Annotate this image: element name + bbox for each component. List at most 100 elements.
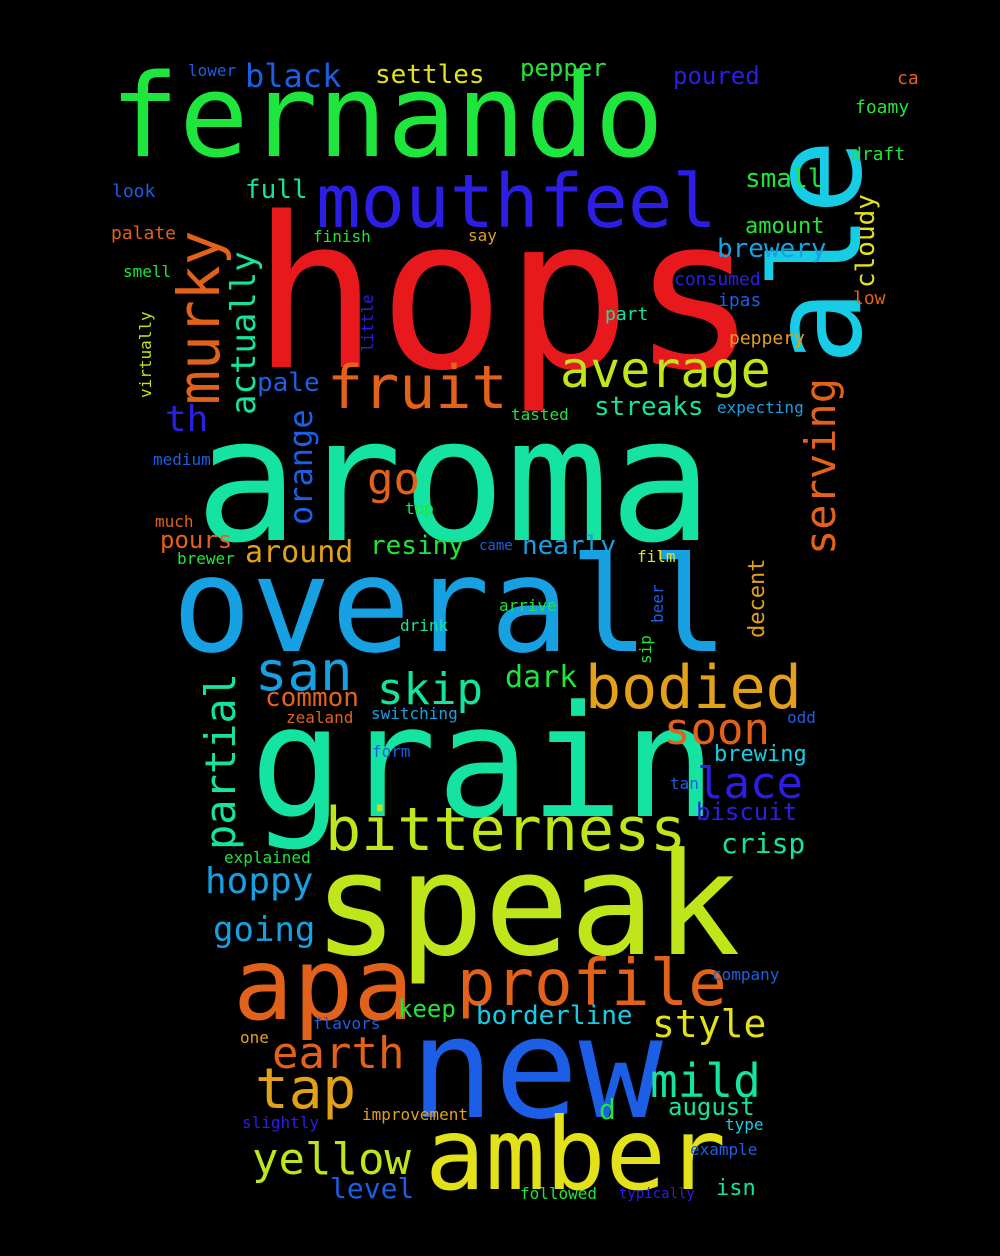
word-black: black: [245, 57, 342, 95]
word-beer: beer: [648, 584, 667, 623]
word-actually: actually: [224, 251, 264, 415]
word-speak: speak: [313, 823, 741, 988]
word-one: one: [240, 1028, 269, 1047]
word-isn: isn: [716, 1176, 756, 1201]
word-peppery: peppery: [729, 328, 805, 349]
word-earth: earth: [272, 1028, 405, 1079]
word-lace: lace: [697, 758, 803, 809]
word-apa: apa: [233, 926, 414, 1043]
word-tap: tap: [255, 1057, 357, 1122]
word-look: look: [112, 181, 156, 202]
word-common: common: [265, 683, 359, 713]
word-average: average: [560, 341, 771, 399]
word-little: little: [358, 294, 377, 352]
word-hops: hops: [252, 172, 758, 417]
word-borderline: borderline: [476, 1001, 633, 1031]
word-cloudy: cloudy: [851, 194, 881, 288]
word-palate: palate: [111, 223, 177, 244]
word-slightly: slightly: [242, 1113, 320, 1132]
word-soon: soon: [664, 704, 770, 755]
word-draft: draft: [851, 144, 906, 165]
word-came: came: [479, 538, 513, 554]
word-fruit: fruit: [327, 353, 508, 423]
word-arrive: arrive: [499, 596, 557, 615]
word-explained: explained: [224, 848, 311, 867]
word-tasted: tasted: [511, 405, 569, 424]
word-nearly: nearly: [522, 531, 616, 561]
word-typically: typically: [619, 1186, 695, 1202]
word-switching: switching: [371, 704, 458, 723]
word-virtually: virtually: [136, 311, 155, 398]
word-zealand: zealand: [286, 708, 354, 727]
word-part: part: [605, 304, 649, 325]
word-settles: settles: [375, 60, 485, 90]
word-lower: lower: [188, 61, 237, 80]
word-full: full: [245, 175, 308, 205]
word-foamy: foamy: [855, 97, 910, 118]
word-type: type: [725, 1115, 764, 1134]
word-style: style: [652, 1002, 767, 1046]
word-ipas: ipas: [718, 290, 762, 311]
word-bodied: bodied: [585, 653, 802, 723]
word-poured: poured: [673, 62, 760, 90]
word-orange: orange: [282, 409, 320, 525]
word-august: august: [668, 1093, 755, 1121]
word-low: low: [853, 288, 886, 309]
word-brewer: brewer: [177, 549, 235, 568]
word-expecting: expecting: [717, 398, 804, 417]
word-smell: smell: [123, 262, 172, 281]
word-example: example: [690, 1140, 758, 1159]
word-keep: keep: [398, 995, 456, 1023]
word-bitterness: bitterness: [325, 795, 687, 865]
word-much: much: [155, 512, 194, 531]
word-pepper: pepper: [520, 54, 607, 82]
word-sip: sip: [636, 635, 655, 664]
word-go: go: [367, 454, 420, 505]
word-small: small: [745, 164, 824, 194]
word-aroma: aroma: [195, 380, 713, 581]
word-fernando: fernando: [110, 50, 664, 184]
word-finish: finish: [313, 227, 371, 246]
word-biscuit: biscuit: [696, 798, 798, 826]
word-consumed: consumed: [674, 269, 761, 290]
word-pours: pours: [160, 526, 233, 554]
word-medium: medium: [153, 450, 211, 469]
word-decent: decent: [745, 558, 770, 638]
word-mouthfeel: mouthfeel: [316, 159, 717, 245]
word-tan: tan: [670, 774, 699, 793]
word-amount: amount: [745, 214, 825, 239]
word-th: th: [165, 399, 209, 440]
word-mild: mild: [650, 1054, 761, 1108]
word-amber: amber: [425, 1096, 727, 1213]
word-going: going: [213, 910, 316, 950]
word-skip: skip: [377, 664, 483, 715]
word-brewing: brewing: [714, 742, 807, 767]
word-san: san: [255, 640, 353, 703]
word-profile: profile: [457, 947, 727, 1021]
word-resiny: resiny: [370, 531, 464, 561]
word-company: company: [712, 965, 780, 984]
word-dark: dark: [505, 660, 578, 695]
word-pale: pale: [257, 368, 320, 398]
word-form: form: [372, 742, 411, 761]
word-crisp: crisp: [721, 827, 806, 860]
word-murky: murky: [165, 230, 233, 405]
word-level: level: [330, 1172, 415, 1205]
word-new: new: [410, 988, 663, 1151]
word-film: film: [637, 547, 676, 566]
word-around: around: [245, 535, 354, 570]
word-hoppy: hoppy: [205, 861, 314, 902]
word-partial: partial: [196, 672, 245, 850]
word-serving: serving: [796, 377, 845, 555]
word-say: say: [468, 226, 497, 245]
word-odd: odd: [787, 708, 816, 727]
word-yellow: yellow: [252, 1134, 411, 1185]
word-flavors: flavors: [313, 1014, 381, 1033]
word-d: d: [599, 1093, 616, 1126]
word-top: top: [405, 499, 434, 518]
word-brewery: brewery: [717, 234, 827, 264]
word-overall: overall: [172, 529, 729, 683]
word-followed: followed: [520, 1184, 598, 1203]
word-improvement: improvement: [362, 1105, 468, 1124]
